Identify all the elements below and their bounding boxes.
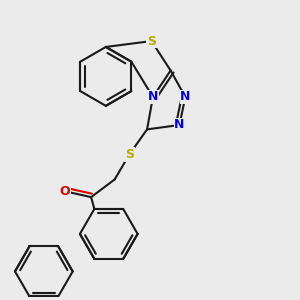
Text: N: N <box>174 118 184 131</box>
Text: S: S <box>125 148 134 161</box>
Text: S: S <box>147 34 156 48</box>
Text: O: O <box>59 185 70 198</box>
Text: N: N <box>180 91 190 103</box>
Text: N: N <box>148 91 158 103</box>
